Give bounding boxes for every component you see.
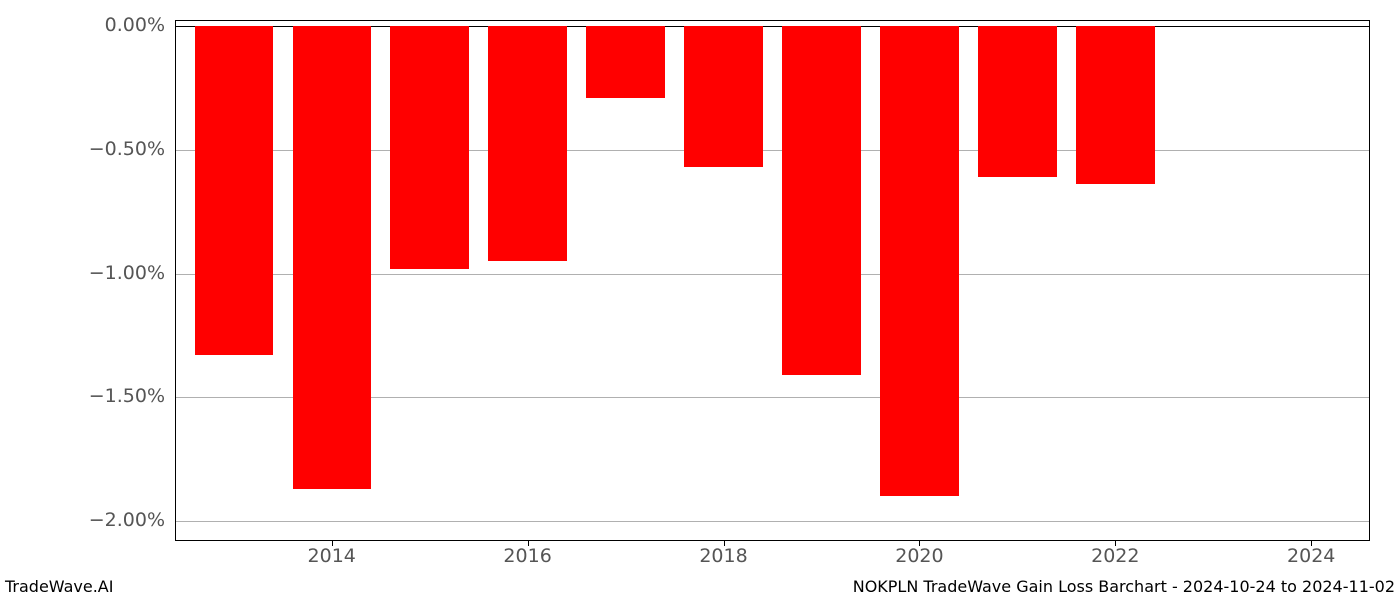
bar [390, 26, 468, 269]
bar [978, 26, 1056, 177]
bar [684, 26, 762, 167]
bar [195, 26, 273, 355]
x-axis-spine [175, 540, 1370, 541]
y-tick-label: −0.50% [45, 138, 165, 160]
chart-plot-area [175, 20, 1370, 540]
x-tick-label: 2020 [895, 545, 943, 567]
x-tick-label: 2018 [699, 545, 747, 567]
x-tick-label: 2024 [1287, 545, 1335, 567]
bar [1076, 26, 1154, 184]
x-tick-label: 2016 [503, 545, 551, 567]
x-tick-label: 2022 [1091, 545, 1139, 567]
bar [488, 26, 566, 261]
y-tick-label: −1.00% [45, 262, 165, 284]
bar [293, 26, 371, 489]
gridline [175, 521, 1369, 522]
bar [880, 26, 958, 496]
bar [586, 26, 664, 98]
bar [782, 26, 860, 375]
y-axis-spine [175, 20, 176, 540]
x-tick-label: 2014 [308, 545, 356, 567]
y-tick-label: −1.50% [45, 385, 165, 407]
footer-right-text: NOKPLN TradeWave Gain Loss Barchart - 20… [853, 577, 1395, 596]
footer-left-text: TradeWave.AI [5, 577, 113, 596]
plot-canvas [175, 20, 1370, 540]
y-tick-label: −2.00% [45, 509, 165, 531]
y-tick-label: 0.00% [45, 14, 165, 36]
